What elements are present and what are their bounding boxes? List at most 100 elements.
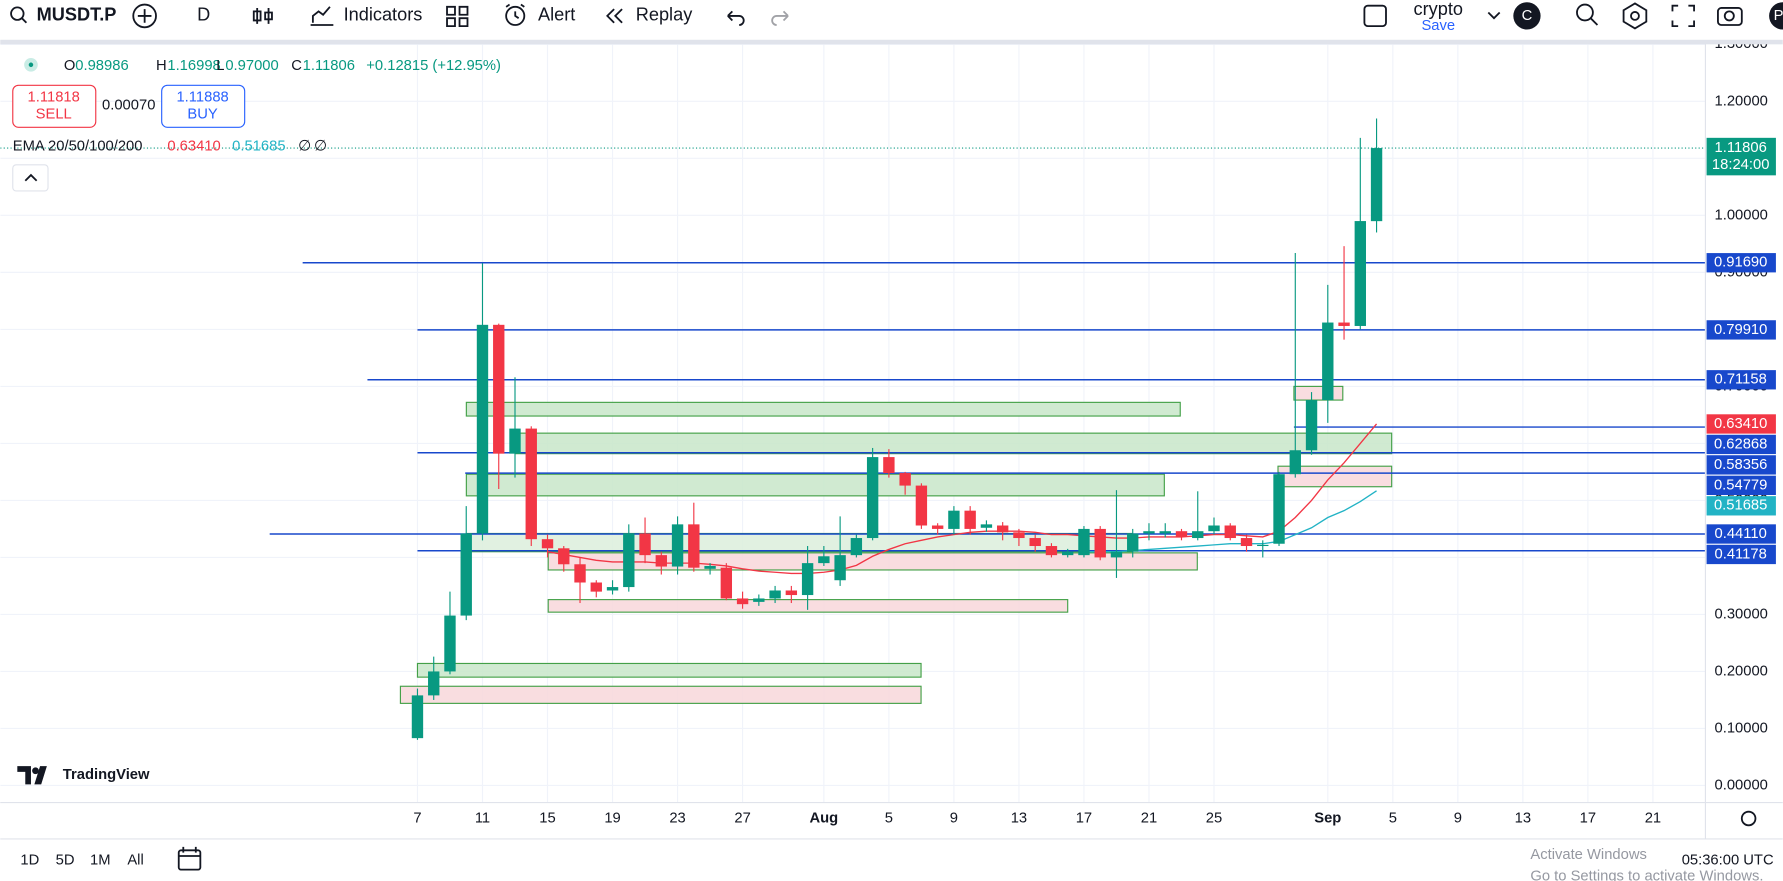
candle-body xyxy=(671,524,684,567)
save-button[interactable]: Save xyxy=(1421,18,1455,34)
compare-icon xyxy=(137,9,152,23)
x-tick-label: 21 xyxy=(1141,810,1157,826)
x-tick-label: 15 xyxy=(539,810,555,826)
ema-price-label: 0.51685 xyxy=(1714,498,1767,514)
candle-body xyxy=(1175,531,1188,537)
candle-body xyxy=(883,457,895,474)
avatar[interactable] xyxy=(1513,2,1541,30)
chart-type-button[interactable] xyxy=(252,7,273,24)
buy-button[interactable] xyxy=(161,84,246,128)
sell-button[interactable] xyxy=(12,84,97,128)
activation-title: Activate Windows xyxy=(1530,847,1647,863)
y-tick-label: 0.20000 xyxy=(1715,663,1768,679)
snapshot-button[interactable] xyxy=(1717,7,1743,26)
level-price-label-box xyxy=(1706,455,1776,475)
axis-settings[interactable] xyxy=(1740,810,1757,827)
indicators-icon[interactable] xyxy=(310,6,334,26)
x-tick-label: 19 xyxy=(604,810,620,826)
candle-body xyxy=(720,567,733,599)
level-price-label: 0.79910 xyxy=(1714,322,1767,338)
candle-body xyxy=(996,525,1009,533)
goto-date-button[interactable] xyxy=(177,849,202,871)
range-button[interactable]: All xyxy=(127,852,143,868)
replay-icon[interactable] xyxy=(606,8,623,24)
logo-icon xyxy=(32,767,39,775)
level-price-label-box xyxy=(1706,475,1776,496)
range-button[interactable]: 1D xyxy=(20,852,39,868)
x-tick-label: 13 xyxy=(1011,810,1027,826)
search-icon[interactable] xyxy=(10,6,25,21)
layout-menu[interactable] xyxy=(1487,11,1501,20)
candle-body xyxy=(444,615,456,672)
ema-price-label-box xyxy=(1706,496,1776,516)
candle-body xyxy=(606,587,619,591)
buy-label: BUY xyxy=(187,107,218,123)
settings-button[interactable] xyxy=(1622,2,1648,30)
layouts-button[interactable] xyxy=(446,5,469,28)
ema-value: ∅ xyxy=(314,139,327,155)
level-price-label-box xyxy=(1706,370,1776,390)
x-tick-label: 11 xyxy=(475,810,490,826)
candle-body xyxy=(1029,538,1041,547)
countdown: 18:24:00 xyxy=(1712,157,1769,173)
layout-toggle[interactable] xyxy=(1363,4,1387,28)
ohlc-name: L xyxy=(216,58,224,74)
candle-body xyxy=(525,428,537,540)
range-button[interactable]: 5D xyxy=(56,852,75,868)
alert-icon[interactable] xyxy=(505,5,526,26)
candle-body xyxy=(866,457,879,539)
last-price-box xyxy=(1706,137,1776,176)
candle-body xyxy=(850,538,863,556)
candle-body xyxy=(704,565,716,569)
zone xyxy=(465,473,1165,497)
profile[interactable] xyxy=(1769,2,1783,30)
ema-price-label-box xyxy=(1706,414,1776,434)
fullscreen-button[interactable] xyxy=(1671,4,1695,28)
collapse-button[interactable] xyxy=(12,164,49,192)
status-dot xyxy=(24,57,38,72)
redo-button[interactable] xyxy=(771,10,789,26)
x-tick-label: 9 xyxy=(950,810,958,826)
plot-area xyxy=(0,43,1706,803)
buy-price: 1.11888 xyxy=(176,90,228,106)
ema-legend: 0.63410 0.51685 ∅ ∅ xyxy=(167,139,327,155)
candle-body xyxy=(915,485,928,526)
ema-name: EMA 20/50/100/200 xyxy=(13,139,143,155)
undo-button[interactable] xyxy=(727,10,745,26)
indicators-button[interactable]: Indicators xyxy=(344,5,423,25)
range-button[interactable]: 1M xyxy=(90,852,111,868)
layout-name[interactable]: crypto xyxy=(1414,0,1464,19)
ema-line xyxy=(547,423,1378,575)
level-price-label-box xyxy=(1706,253,1776,273)
y-tick-label: 1.00000 xyxy=(1715,207,1768,223)
level-price-label: 0.54779 xyxy=(1714,477,1767,493)
alert-button[interactable]: Alert xyxy=(538,5,575,25)
candle-body xyxy=(428,671,440,696)
symbol[interactable]: MUSDT.P xyxy=(37,5,117,25)
replay-button[interactable]: Replay xyxy=(636,5,693,25)
x-tick-label: 7 xyxy=(413,810,421,826)
interval[interactable]: D xyxy=(197,5,210,25)
toolbar xyxy=(0,0,1783,41)
x-tick-label: 17 xyxy=(1580,810,1596,826)
candle-body xyxy=(1257,544,1269,547)
zone xyxy=(465,401,1181,417)
candle-body xyxy=(1013,532,1025,539)
ohlc-value: 0.97000 xyxy=(225,58,278,74)
price-axis: 0.000000.100000.200000.300000.400000.500… xyxy=(1706,36,1776,793)
candle-body xyxy=(1078,528,1090,556)
level-price-label: 0.62868 xyxy=(1714,436,1767,452)
candle-body xyxy=(736,598,749,605)
snapshot-button xyxy=(1723,10,1735,22)
candle-body xyxy=(493,324,505,454)
quick-search[interactable] xyxy=(1576,3,1594,22)
x-tick-label: 17 xyxy=(1076,810,1092,826)
collapse-icon xyxy=(24,173,38,182)
candle-body xyxy=(1045,546,1058,556)
level-price-label: 0.91690 xyxy=(1714,255,1767,271)
candle-body xyxy=(688,524,700,568)
zone xyxy=(1293,385,1344,401)
compare-button[interactable] xyxy=(132,3,157,29)
